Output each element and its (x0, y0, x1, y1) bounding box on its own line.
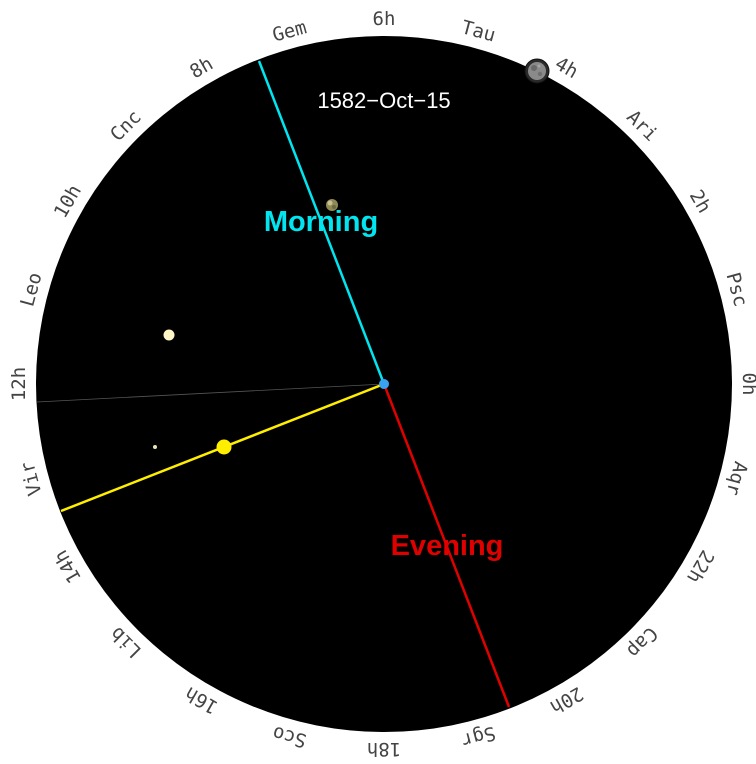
rim-label-psc: Psc (721, 270, 751, 309)
date-label: 1582−Oct−15 (317, 88, 450, 113)
rim-label-sgr: Sgr (459, 721, 498, 751)
sun-icon (216, 439, 232, 455)
morning-line (257, 60, 386, 385)
rim-label-12h: 12h (8, 367, 30, 401)
morning-label: Morning (264, 206, 378, 238)
rim-label-tau: Tau (459, 16, 498, 46)
rim-label-gem: Gem (270, 16, 309, 46)
rim-label-2h: 2h (685, 186, 715, 217)
evening-line (382, 383, 511, 708)
moon-icon (524, 58, 550, 84)
rim-label-vir: Vir (16, 459, 46, 498)
evening-label: Evening (391, 530, 504, 562)
horizon-line (36, 383, 385, 403)
rim-label-4h: 4h (551, 53, 582, 83)
rim-label-leo: Leo (16, 270, 46, 309)
center-dot (379, 379, 389, 389)
bright-planet-icon (163, 329, 175, 341)
rim-label-8h: 8h (186, 53, 217, 83)
rim-label-6h: 6h (373, 8, 396, 30)
rim-label-aqr: Aqr (721, 459, 751, 498)
rim-label-18h: 18h (367, 738, 401, 760)
planet-icon (326, 199, 338, 211)
rim-label-sco: Sco (270, 721, 309, 751)
small-planet-icon (153, 445, 157, 449)
rim-label-0h: 0h (738, 373, 756, 396)
